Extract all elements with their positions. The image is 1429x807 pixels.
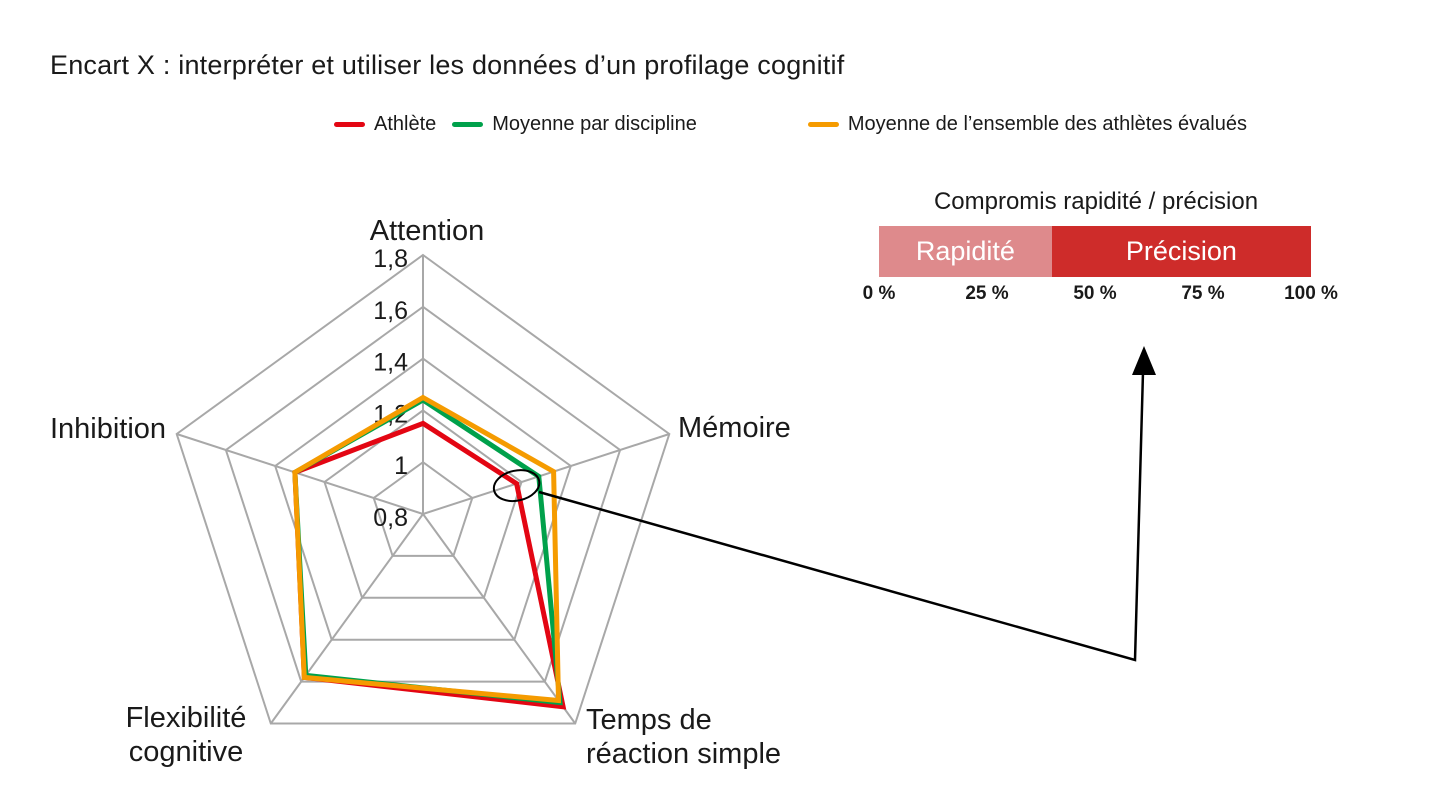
radar-tick-label: 1	[394, 452, 408, 480]
radar-tick-label: 1,4	[373, 349, 408, 377]
legend-color-dash-icon	[452, 122, 484, 127]
legend: Athlète Moyenne par discipline Moyenne de …	[334, 113, 1263, 136]
radar-tick-label: 1,8	[373, 245, 408, 273]
radar-axis-line	[269, 513, 424, 725]
legend-label: Athlète	[374, 113, 437, 135]
tradeoff-tick-label: 25 %	[965, 283, 1009, 304]
tradeoff-bar: Rapidité Précision	[879, 226, 1311, 277]
annotation-arrow-line	[538, 371, 1145, 662]
legend-item: Athlète	[334, 113, 436, 136]
radar-axis-line	[422, 433, 670, 515]
radar-tick-label: 1,6	[373, 297, 408, 325]
radar-grid-ring	[372, 460, 474, 557]
tradeoff-tick-label: 75 %	[1181, 283, 1225, 304]
radar-axis-line	[176, 433, 424, 515]
highlight-circle	[492, 469, 541, 503]
radar-grid-ring	[175, 253, 671, 725]
radar-grid-ring	[224, 305, 622, 683]
tradeoff-segment-label: Précision	[1125, 236, 1237, 266]
tradeoff-tick-label: 100 %	[1284, 283, 1338, 304]
radar-axis-label: Attention	[370, 215, 484, 247]
tradeoff-axis-ticks: 0 % 25 % 50 % 75 % 100 %	[863, 283, 1338, 307]
radar-axis-label: Flexibilité cognitive	[126, 702, 247, 768]
tradeoff-bar-title: Compromis rapidité / précision	[933, 188, 1259, 215]
radar-grid-ring	[274, 357, 572, 641]
legend-color-dash-icon	[807, 122, 839, 127]
tradeoff-segment-0: Rapidité	[879, 226, 1052, 277]
radar-axis-label: Inhibition	[50, 413, 166, 445]
legend-item: Moyenne par discipline	[452, 113, 697, 136]
tradeoff-segment-label: Rapidité	[915, 236, 1015, 266]
legend-label: Moyenne de l’ensemble des athlètes évalu…	[847, 113, 1247, 135]
figure-title: Encart X : interpréter et utiliser les d…	[50, 50, 845, 80]
radar-series-2	[292, 394, 562, 704]
arrow-head-icon	[1132, 346, 1156, 375]
legend-label: Moyenne par discipline	[492, 113, 697, 135]
legend-item: Moyenne de l’ensemble des athlètes évalu…	[807, 113, 1247, 136]
tradeoff-tick-label: 50 %	[1073, 283, 1117, 304]
tradeoff-tick-label: 0 %	[862, 283, 896, 304]
radar-axis-line	[422, 513, 577, 725]
radar-axis-label: Temps de réaction simple	[586, 704, 781, 770]
tradeoff-segment-1: Précision	[1051, 226, 1311, 277]
radar-series-1	[292, 397, 563, 706]
radar-tick-label: 0,8	[373, 504, 408, 532]
radar-series-0	[292, 420, 567, 710]
radar-axis-label: Mémoire	[678, 412, 791, 444]
radar-grid-ring	[323, 409, 523, 599]
legend-color-dash-icon	[334, 122, 365, 127]
